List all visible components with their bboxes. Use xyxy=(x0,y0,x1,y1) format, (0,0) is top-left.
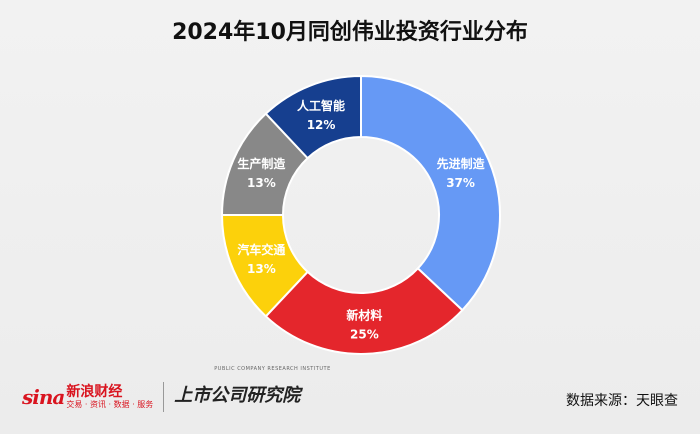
slice-value-2: 13% xyxy=(247,262,276,276)
sina-logo-sub: 交易 · 资讯 · 数据 · 服务 xyxy=(66,399,154,409)
logo-divider xyxy=(163,382,165,412)
institute-name: 上市公司研究院 xyxy=(174,385,301,406)
slice-value-3: 13% xyxy=(247,176,276,190)
slice-label-2: 汽车交通 xyxy=(237,242,285,257)
sina-logo-cn: 新浪财经 xyxy=(66,383,123,400)
data-source: 数据来源：天眼查 xyxy=(566,393,678,409)
donut-slice-0 xyxy=(360,74,501,312)
slice-label-1: 新材料 xyxy=(346,307,382,322)
slice-value-4: 12% xyxy=(307,118,336,132)
sina-logo-word: sina xyxy=(22,385,65,409)
donut-slice-1 xyxy=(264,266,464,355)
donut-slice-4 xyxy=(264,74,362,160)
slice-label-0: 先进制造 xyxy=(437,156,486,171)
chart-title: 2024年10月同创伟业投资行业分布 xyxy=(172,20,528,45)
slice-label-3: 生产制造 xyxy=(237,156,286,171)
institute-logo: PUBLIC COMPANY RESEARCH INSTITUTE 上市公司研究… xyxy=(174,366,330,406)
slice-label-4: 人工智能 xyxy=(297,98,345,113)
slice-value-0: 37% xyxy=(446,176,475,190)
sina-finance-logo: sina 新浪财经 交易 · 资讯 · 数据 · 服务 xyxy=(22,383,154,410)
institute-en: PUBLIC COMPANY RESEARCH INSTITUTE xyxy=(214,366,331,372)
slice-value-1: 25% xyxy=(350,327,379,341)
footer-logos: sina 新浪财经 交易 · 资讯 · 数据 · 服务 PUBLIC COMPA… xyxy=(22,366,331,414)
